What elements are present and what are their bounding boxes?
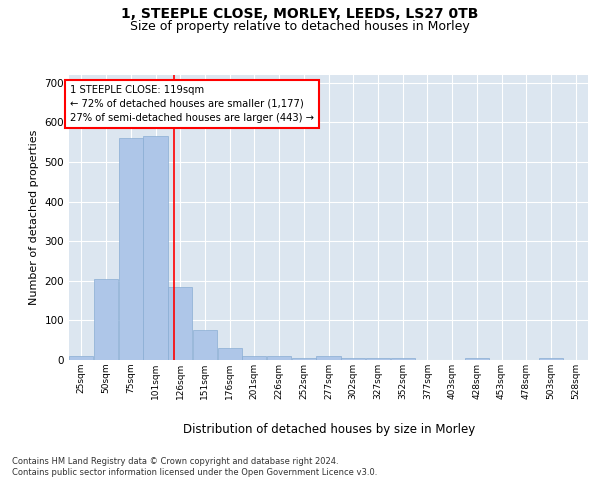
- Text: Contains HM Land Registry data © Crown copyright and database right 2024.
Contai: Contains HM Land Registry data © Crown c…: [12, 458, 377, 477]
- Bar: [539, 358, 563, 360]
- Bar: [193, 330, 217, 360]
- Bar: [242, 356, 266, 360]
- Bar: [218, 348, 242, 360]
- Bar: [94, 279, 118, 360]
- Bar: [464, 358, 489, 360]
- Bar: [143, 136, 167, 360]
- Bar: [292, 358, 316, 360]
- Y-axis label: Number of detached properties: Number of detached properties: [29, 130, 39, 305]
- Bar: [168, 287, 193, 360]
- Text: Distribution of detached houses by size in Morley: Distribution of detached houses by size …: [182, 422, 475, 436]
- Bar: [119, 138, 143, 360]
- Bar: [316, 356, 341, 360]
- Text: 1 STEEPLE CLOSE: 119sqm
← 72% of detached houses are smaller (1,177)
27% of semi: 1 STEEPLE CLOSE: 119sqm ← 72% of detache…: [70, 85, 314, 123]
- Bar: [341, 358, 365, 360]
- Text: Size of property relative to detached houses in Morley: Size of property relative to detached ho…: [130, 20, 470, 33]
- Bar: [366, 358, 390, 360]
- Bar: [69, 356, 94, 360]
- Text: 1, STEEPLE CLOSE, MORLEY, LEEDS, LS27 0TB: 1, STEEPLE CLOSE, MORLEY, LEEDS, LS27 0T…: [121, 8, 479, 22]
- Bar: [267, 356, 291, 360]
- Bar: [391, 358, 415, 360]
